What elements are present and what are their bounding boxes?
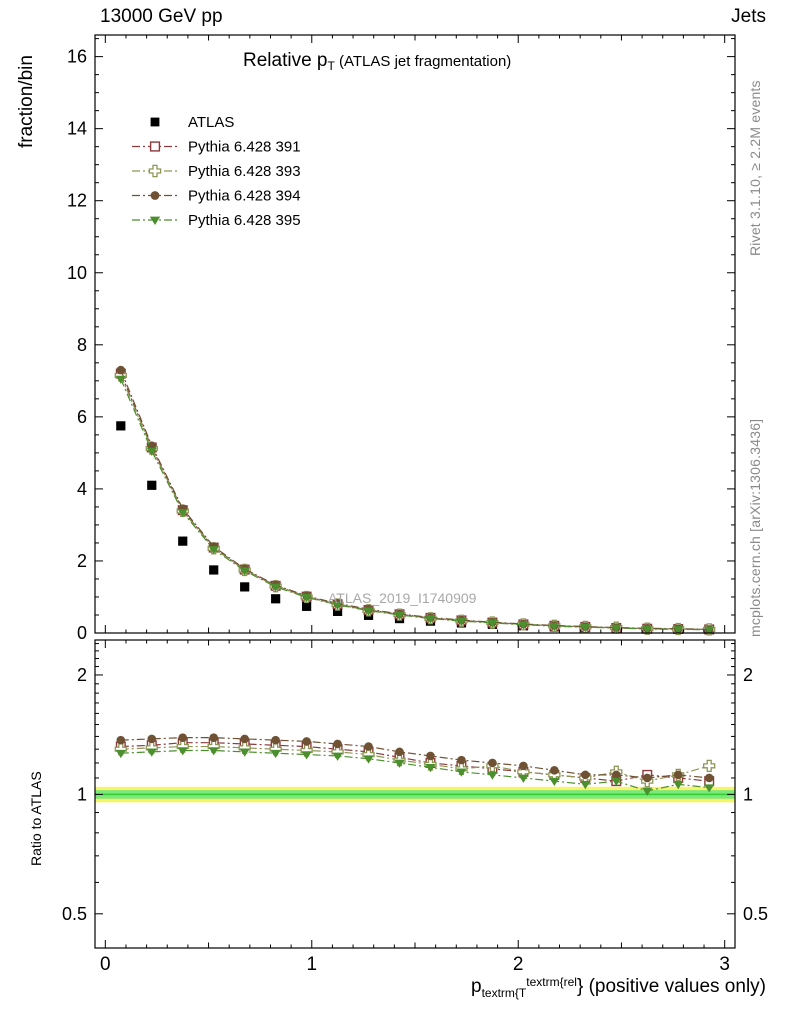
svg-text:6: 6 — [77, 407, 87, 427]
x-axis-title: ptextrm{Ttextrm{rel} (positive values on… — [471, 975, 766, 1000]
y-axis-label-main: fraction/bin — [16, 55, 37, 148]
legend: ATLAS Pythia 6.428 391 Pythia 6.428 393 Pyt… — [132, 114, 301, 229]
x-axis-title-subscript: textrm{T — [481, 985, 527, 1000]
plot-title-main: Relative p — [243, 50, 328, 71]
main-series — [114, 365, 716, 636]
legend-label: Pythia 6.428 395 — [188, 212, 301, 229]
plot-title-suffix: (ATLAS jet fragmentation) — [334, 53, 512, 70]
legend-label: Pythia 6.428 393 — [188, 163, 301, 180]
plot-title-subscript: T — [327, 59, 335, 74]
legend-label: Pythia 6.428 391 — [188, 139, 301, 156]
svg-text:4: 4 — [77, 479, 87, 499]
plot-title: Relative pT (ATLAS jet fragmentation) — [243, 50, 511, 73]
ratio-uncertainty-bands — [95, 786, 735, 803]
x-axis-title-main: p — [471, 976, 482, 997]
svg-text:10: 10 — [67, 263, 87, 283]
main-panel-frame — [94, 34, 736, 634]
svg-text:1: 1 — [306, 954, 317, 975]
x-axis-title-rest: } (positive values only) — [576, 976, 766, 997]
svg-text:0: 0 — [77, 623, 87, 643]
mcplots-citation-label: mcplots.cern.ch [arXiv:1306.3436] — [747, 418, 763, 637]
svg-text:1: 1 — [743, 784, 753, 804]
ratio-series — [114, 733, 716, 796]
analysis-group-label: Jets — [731, 6, 766, 27]
ratio-panel-frame — [94, 639, 736, 949]
svg-text:0: 0 — [100, 954, 111, 975]
svg-text:8: 8 — [77, 335, 87, 355]
legend-label: Pythia 6.428 394 — [188, 188, 301, 205]
svg-text:2: 2 — [77, 551, 87, 571]
svg-text:3: 3 — [719, 954, 730, 975]
svg-text:0.5: 0.5 — [743, 904, 768, 924]
legend-label: ATLAS — [188, 114, 234, 131]
svg-text:0.5: 0.5 — [62, 904, 87, 924]
svg-text:1: 1 — [77, 784, 87, 804]
svg-text:2: 2 — [77, 665, 87, 685]
collision-energy-label: 13000 GeV pp — [100, 6, 223, 27]
svg-text:2: 2 — [513, 954, 524, 975]
svg-text:2: 2 — [743, 665, 753, 685]
watermark-analysis-id: ATLAS_2019_I1740909 — [328, 590, 477, 606]
x-axis-title-superscript: textrm{rel — [526, 975, 577, 989]
svg-text:12: 12 — [67, 191, 87, 211]
svg-text:16: 16 — [67, 47, 87, 67]
y-axis-label-ratio: Ratio to ATLAS — [28, 771, 44, 866]
svg-text:14: 14 — [67, 119, 87, 139]
rivet-version-label: Rivet 3.1.10, ≥ 2.2M events — [747, 80, 763, 256]
